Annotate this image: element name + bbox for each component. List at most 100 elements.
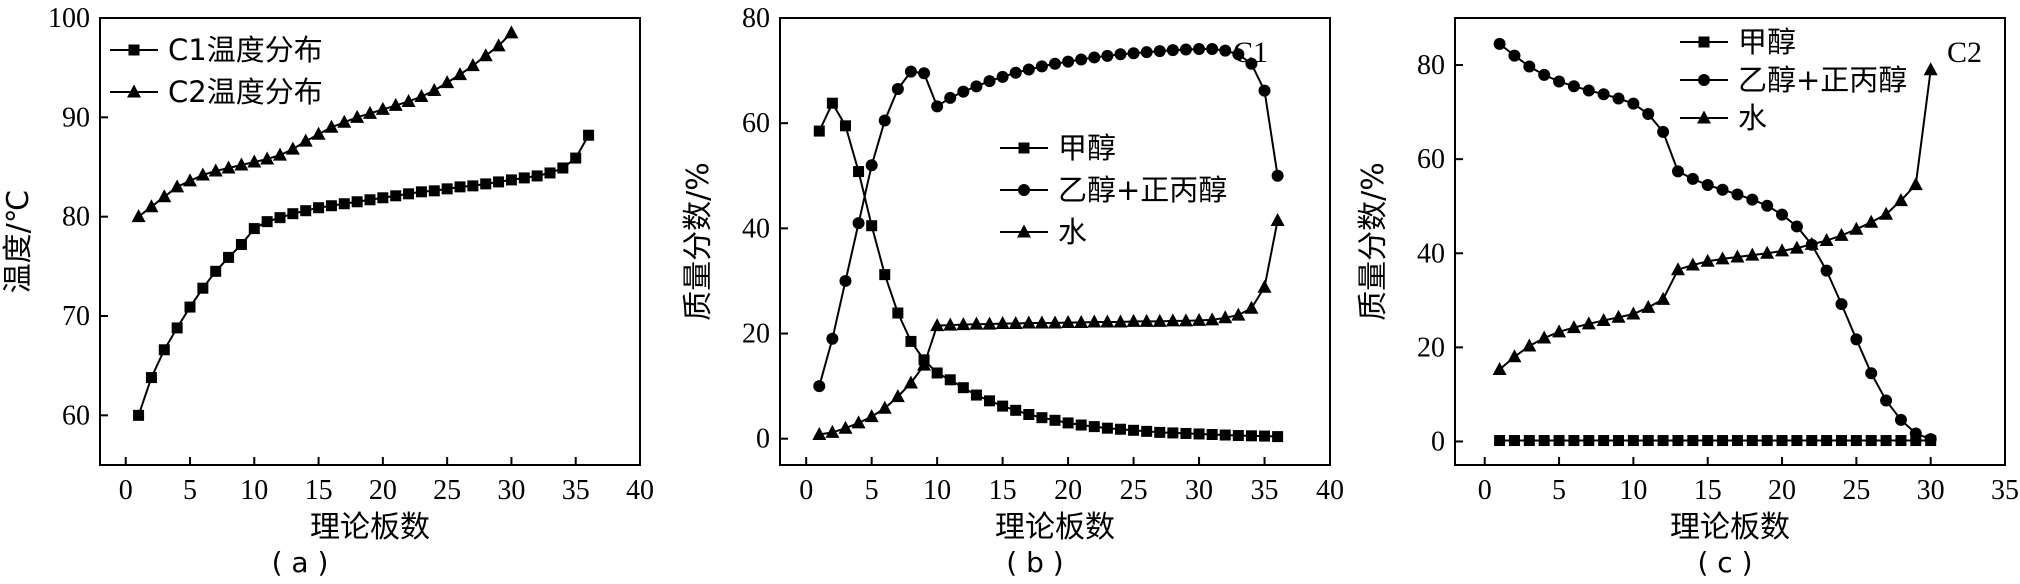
- panel-c-series-2-point: [1894, 413, 1907, 426]
- panel-b-series-3-point: [943, 317, 958, 331]
- panel-b-series-1-point: [1180, 427, 1192, 439]
- panel-a-y-axis-title: 温度/℃: [1, 190, 36, 294]
- panel-b-series-3-point: [956, 317, 971, 331]
- panel-b-series-2-point: [1022, 63, 1035, 76]
- panel-b-y-tick-label: 40: [742, 213, 770, 244]
- panel-b-series-3-point: [1165, 313, 1180, 327]
- panel-c-series-3-point: [1537, 330, 1552, 344]
- panel-b-series-3-point: [917, 357, 932, 371]
- panel-b-x-tick-label: 5: [865, 475, 879, 506]
- panel-a-series-1-point: [544, 167, 556, 179]
- panel-c-series-3-point: [1789, 240, 1804, 254]
- panel-c-series-3-point: [1656, 291, 1671, 305]
- panel-b-series-2-point: [813, 380, 826, 393]
- panel-a-series-1-point: [338, 198, 350, 210]
- panel-b-series-1-point: [879, 269, 891, 281]
- panel-c-corner-label: C2: [1947, 36, 1982, 69]
- panel-a-caption: ( a ): [272, 546, 329, 579]
- panel-c-x-tick-label: 35: [1991, 475, 2019, 506]
- panel-b-series-3-point: [1192, 312, 1207, 326]
- panel-a-series-1-point: [287, 208, 299, 220]
- panel-b-series-3-point: [838, 420, 853, 434]
- panel-b-series-3-point: [851, 415, 866, 429]
- panel-b-series-3-point: [1205, 312, 1220, 326]
- panel-b-series-2-point: [1088, 51, 1101, 64]
- panel-a-series-1-point: [480, 178, 492, 190]
- panel-a-series-1-point: [403, 188, 415, 200]
- panel-b-series-2-point: [1219, 44, 1232, 57]
- panel-b-series-1-point: [1114, 423, 1126, 435]
- panel-b-series-3-point: [1087, 314, 1102, 328]
- panel-a-series-1-point: [300, 205, 312, 217]
- panel-a-series-2-point: [401, 93, 416, 107]
- panel-a-series-1-point: [428, 185, 440, 197]
- panel-b-series-3-point: [1048, 315, 1062, 329]
- panel-b-legend-label: 乙醇+正丙醇: [1058, 173, 1227, 207]
- panel-b-series-1-point: [892, 307, 904, 319]
- panel-a-series-1-point: [274, 212, 286, 224]
- panel-a-series-1-point: [261, 216, 273, 228]
- panel-a-y-tick-label: 90: [62, 102, 90, 133]
- panel-c-series-1-point: [1910, 435, 1922, 447]
- panel-a-series-2-point: [311, 126, 326, 140]
- panel-a-series-2-point: [453, 67, 467, 81]
- panel-c-x-tick-label: 15: [1694, 475, 1722, 506]
- panel-b-series-3-line: [819, 220, 1279, 436]
- panel-c-caption: ( c ): [1697, 546, 1752, 579]
- panel-c-y-tick-label: 60: [1417, 144, 1445, 175]
- panel-c-series-2-point: [1657, 125, 1670, 138]
- panel-b-series-2-point: [839, 274, 852, 287]
- panel-b-x-tick-label: 15: [989, 475, 1017, 506]
- panel-b-series-2-point: [1245, 57, 1258, 70]
- panel-c-series-2-point: [1850, 333, 1863, 346]
- panel-c-series-1-point: [1538, 435, 1550, 447]
- panel-c-series-3-point: [1908, 177, 1923, 191]
- panel-c-series-2-point: [1776, 208, 1789, 221]
- panel-c-x-tick-label: 10: [1619, 475, 1647, 506]
- panel-c-y-tick-label: 40: [1417, 238, 1445, 269]
- panel-b-series-1-point: [1010, 404, 1022, 416]
- panel-c-series-3-point: [1596, 313, 1611, 327]
- panel-b-series-3-point: [1178, 313, 1193, 327]
- panel-c-series-3-point: [1834, 227, 1849, 241]
- panel-a-series-2-point: [478, 48, 493, 62]
- panel-a-x-axis-title: 理论板数: [310, 510, 430, 545]
- panel-c-series-1-point: [1523, 435, 1535, 447]
- panel-b-y-tick-label: 0: [756, 424, 770, 455]
- panel-c-series-1-point: [1627, 435, 1639, 447]
- panel-a-series-2-point: [414, 88, 429, 102]
- panel-a-series-1-point: [364, 194, 376, 206]
- panel-b-series-1-point: [866, 220, 878, 232]
- panel-b-series-1-point: [1154, 426, 1166, 438]
- panel-b-series-2-point: [1166, 44, 1179, 57]
- panel-c-series-3-point: [1819, 233, 1834, 247]
- panel-b-series-1-point: [1023, 409, 1035, 421]
- panel-b-series-1-point: [1193, 428, 1205, 440]
- panel-c-series-3-point: [1566, 320, 1581, 334]
- panel-a-series-1-point: [415, 186, 427, 198]
- panel-c-series-2-point: [1567, 80, 1580, 93]
- panel-c-series-3-point: [1611, 309, 1626, 323]
- panel-a-series-2-point: [170, 179, 185, 193]
- panel-c-series-1-point: [1761, 435, 1773, 447]
- panel-c-series-2-point: [1493, 37, 1506, 50]
- panel-c-y-tick-label: 0: [1431, 426, 1445, 457]
- panel-c-series-3-point: [1745, 247, 1760, 261]
- panel-b-series-2-point: [957, 85, 970, 98]
- panel-c-legend-label: 乙醇+正丙醇: [1738, 63, 1907, 97]
- panel-b-series-1-point: [931, 367, 943, 379]
- panel-b-series-1-point: [1219, 429, 1231, 441]
- panel-b-series-1-point: [1075, 419, 1087, 431]
- panel-c-series-2-point: [1508, 49, 1521, 62]
- panel-b-series-3-point: [969, 316, 984, 330]
- panel-c-series-3-point: [1507, 349, 1522, 363]
- panel-b-series-3-point: [1218, 310, 1233, 324]
- panel-c-series-3-point: [1864, 214, 1879, 228]
- panel-b-series-2-line: [818, 48, 1279, 387]
- panel-c-series-1-point: [1746, 435, 1758, 447]
- panel-c-series-3-point: [1893, 193, 1908, 207]
- panel-b-series-1-point: [970, 389, 982, 401]
- panel-b-series-3-point: [1257, 279, 1272, 293]
- panel-b-series-3-point: [1244, 300, 1259, 314]
- panel-b-series-1-point: [1049, 414, 1061, 426]
